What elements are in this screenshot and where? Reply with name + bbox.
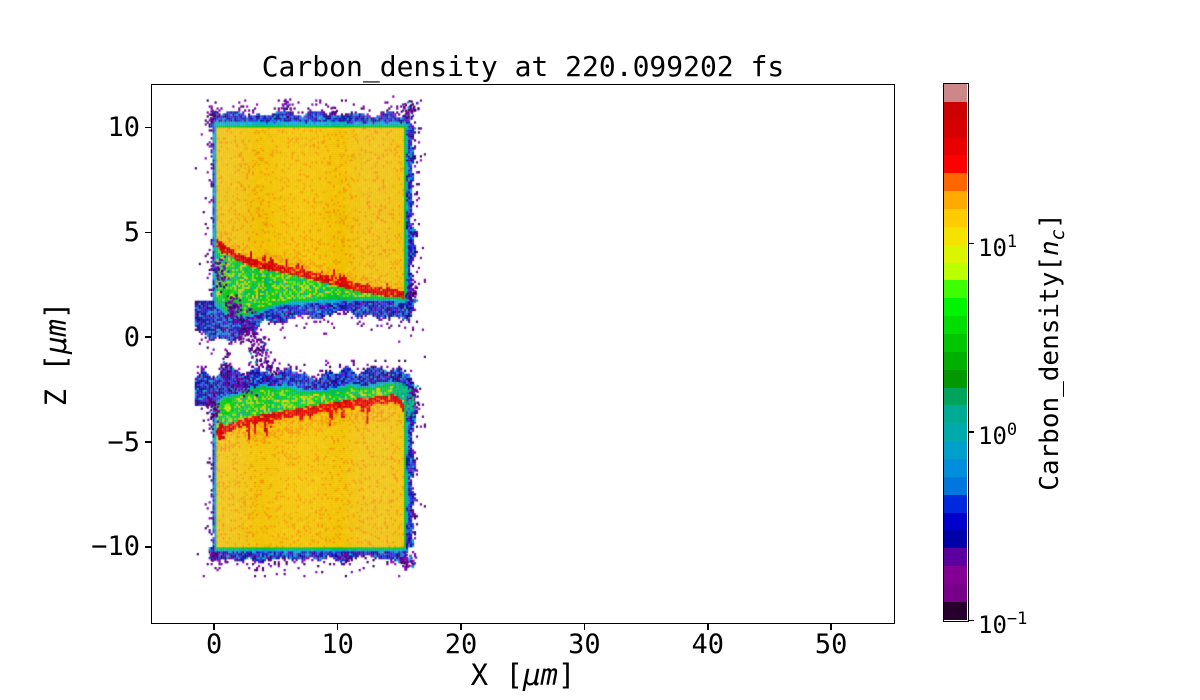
x-axis-label: X [μm] (470, 658, 576, 692)
y-tick (145, 441, 151, 443)
colorbar-tick-label: 100 (978, 420, 1018, 451)
colorbar-band (944, 530, 967, 549)
y-tick-label: −10 (91, 531, 140, 563)
colorbar-label-var: n (1034, 240, 1065, 256)
colorbar-gradient (944, 84, 967, 620)
x-tick-label: 50 (814, 629, 848, 660)
colorbar-band (944, 119, 967, 138)
colorbar-tick (969, 619, 974, 622)
x-tick (583, 624, 586, 630)
colorbar-band (944, 387, 967, 406)
colorbar-band (944, 351, 967, 370)
y-tick-label: 5 (123, 216, 140, 248)
colorbar-band (944, 137, 967, 156)
plot-axes (151, 84, 895, 624)
x-tick (213, 624, 215, 630)
density-heatmap (152, 85, 893, 622)
colorbar-band (944, 494, 967, 513)
colorbar-tick (969, 431, 974, 433)
colorbar-band (944, 566, 967, 585)
colorbar-band (944, 512, 967, 531)
colorbar (943, 83, 969, 622)
colorbar-label-sub: c (1047, 228, 1070, 241)
colorbar-band (944, 84, 967, 102)
colorbar-band (944, 405, 967, 424)
y-tick-label: 10 (107, 111, 140, 143)
colorbar-label: Carbon_density[nc] (1034, 213, 1070, 491)
x-axis-unit: μm (523, 658, 558, 692)
y-tick (145, 336, 151, 338)
y-tick (145, 231, 151, 234)
x-tick (460, 624, 462, 630)
colorbar-band (944, 476, 967, 495)
colorbar-band (944, 226, 967, 245)
y-tick (145, 546, 151, 548)
colorbar-band (944, 209, 967, 227)
colorbar-band (944, 316, 967, 335)
x-tick (707, 624, 709, 630)
colorbar-band (944, 262, 967, 281)
x-tick-label: 20 (444, 629, 478, 660)
x-tick-label: 40 (691, 629, 725, 660)
x-tick-label: 30 (568, 629, 601, 660)
y-axis-unit: μm (39, 319, 73, 354)
colorbar-tick-label: 101 (978, 231, 1018, 262)
x-tick-label: 10 (321, 629, 354, 660)
colorbar-band (944, 173, 967, 192)
colorbar-band (944, 101, 967, 120)
x-tick-label: 0 (206, 629, 223, 660)
colorbar-band (944, 155, 967, 174)
colorbar-tick-label: 10−1 (978, 608, 1028, 639)
x-tick (336, 624, 339, 630)
colorbar-band (944, 548, 967, 567)
colorbar-band (944, 191, 967, 210)
colorbar-band (944, 459, 967, 477)
y-tick-label: 0 (123, 321, 140, 353)
colorbar-band (944, 244, 967, 263)
y-tick (145, 126, 151, 129)
colorbar-band (944, 441, 967, 460)
plot-title: Carbon_density at 220.099202 fs (261, 50, 785, 83)
colorbar-band (944, 334, 967, 352)
colorbar-band (944, 280, 967, 299)
colorbar-band (944, 584, 967, 602)
colorbar-band (944, 298, 967, 317)
colorbar-band (944, 601, 967, 620)
y-tick-label: −5 (107, 426, 140, 458)
y-axis-label: Z [μm] (39, 301, 73, 407)
colorbar-band (944, 369, 967, 388)
colorbar-tick (969, 242, 974, 245)
colorbar-band (944, 423, 967, 442)
x-tick (830, 624, 832, 630)
